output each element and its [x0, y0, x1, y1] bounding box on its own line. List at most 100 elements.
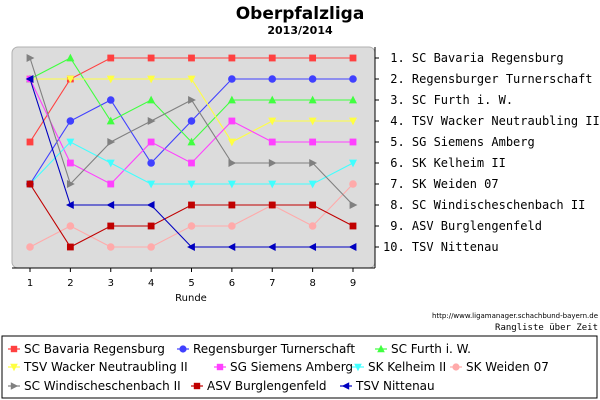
- data-point: [106, 116, 115, 125]
- x-tick-label: 2: [67, 278, 73, 289]
- data-point: [349, 54, 357, 62]
- data-point: [106, 75, 115, 84]
- data-point: [147, 159, 155, 167]
- data-point: [26, 180, 34, 188]
- legend-entry: TSV Wacker Neutraubling II: [8, 360, 188, 374]
- data-point: [147, 117, 156, 125]
- data-point: [66, 243, 74, 251]
- data-point: [187, 180, 196, 189]
- rank-label: 10. TSV Nittenau: [383, 240, 499, 254]
- x-tick-label: 1: [27, 278, 33, 289]
- data-point: [349, 159, 357, 168]
- legend-marker: [354, 363, 362, 372]
- series-1: [26, 54, 357, 146]
- data-point: [268, 201, 276, 209]
- data-point: [268, 54, 276, 62]
- legend-entry: TSV Nittenau: [340, 379, 435, 393]
- legend-marker: [216, 363, 224, 371]
- x-tick-label: 3: [108, 278, 114, 289]
- legend-entry: ASV Burglengenfeld: [191, 379, 327, 393]
- data-point: [106, 201, 115, 209]
- data-point: [147, 75, 156, 84]
- data-point: [188, 54, 195, 62]
- data-point: [268, 159, 277, 167]
- data-point: [107, 54, 115, 62]
- legend-label: SC Bavaria Regensburg: [24, 342, 165, 356]
- data-point: [349, 75, 357, 83]
- data-point: [309, 54, 317, 62]
- y-ticks: 1. SC Bavaria Regensburg 2. Regensburger…: [375, 51, 600, 254]
- data-point: [268, 117, 277, 126]
- data-point: [309, 159, 318, 167]
- data-point: [228, 117, 236, 125]
- data-point: [188, 159, 195, 167]
- legend-marker: [10, 345, 18, 353]
- x-tick-label: 8: [309, 278, 315, 289]
- source-url: http://www.ligamanager.schachbund-bayern…: [432, 312, 598, 320]
- data-point: [107, 222, 115, 230]
- rank-label: 3. SC Furth i. W.: [383, 93, 513, 107]
- data-point: [267, 243, 276, 251]
- data-point: [308, 117, 317, 126]
- data-point: [268, 75, 277, 83]
- x-ticks: 1 2 3 4 5 6 7 8 9: [27, 268, 356, 289]
- data-point: [228, 201, 236, 209]
- legend-entry: SC Windischeschenbach II: [8, 379, 181, 393]
- legend-label: SK Kelheim II: [368, 360, 446, 374]
- data-point: [106, 159, 115, 168]
- data-point: [65, 201, 74, 209]
- legend-label: SC Windischeschenbach II: [24, 379, 181, 393]
- data-point: [349, 138, 357, 146]
- rank-label: 8. SC Windischeschenbach II: [383, 198, 585, 212]
- legend-label: SK Weiden 07: [466, 360, 549, 374]
- legend-label: TSV Wacker Neutraubling II: [23, 360, 188, 374]
- data-point: [187, 117, 196, 125]
- legend-entry: SK Weiden 07: [450, 360, 549, 374]
- series-9: [26, 180, 357, 251]
- x-axis-label: Runde: [175, 293, 207, 304]
- data-point: [147, 222, 155, 230]
- rank-label: 6. SK Kelheim II: [383, 156, 506, 170]
- x-tick-label: 5: [188, 278, 194, 289]
- data-point: [187, 243, 195, 251]
- data-point: [146, 201, 155, 209]
- data-point: [227, 243, 236, 251]
- rank-label: 5. SG Siemens Amberg: [383, 135, 535, 149]
- data-point: [188, 96, 196, 104]
- data-point: [66, 75, 75, 84]
- legend-box: [1, 335, 598, 399]
- data-point: [147, 243, 155, 251]
- legend-marker: [193, 382, 201, 390]
- data-point: [348, 243, 357, 251]
- rank-label: 9. ASV Burglengenfeld: [383, 219, 542, 233]
- data-point: [187, 222, 196, 230]
- data-point: [308, 222, 317, 230]
- rank-label: 7. SK Weiden 07: [383, 177, 499, 191]
- data-point: [188, 201, 195, 209]
- legend-label: SG Siemens Amberg: [230, 360, 353, 374]
- data-point: [106, 243, 115, 251]
- data-point: [268, 138, 276, 146]
- data-point: [25, 75, 34, 83]
- data-point: [228, 75, 236, 83]
- series-layer: [25, 53, 358, 251]
- data-point: [309, 201, 317, 209]
- data-point: [107, 180, 115, 188]
- rank-label: 2. Regensburger Turnerschaft: [383, 72, 593, 86]
- data-point: [106, 96, 115, 104]
- legend-entry: SC Bavaria Regensburg: [8, 342, 165, 356]
- legend-label: ASV Burglengenfeld: [207, 379, 327, 393]
- data-point: [147, 95, 156, 104]
- data-point: [187, 137, 196, 146]
- rank-label: 1. SC Bavaria Regensburg: [383, 51, 564, 65]
- data-point: [268, 95, 277, 104]
- chart-title: Oberpfalzliga: [236, 4, 365, 24]
- data-point: [308, 243, 317, 251]
- data-point: [26, 243, 34, 251]
- series-2: [26, 75, 357, 188]
- legend-entry: SG Siemens Amberg: [214, 360, 353, 374]
- data-point: [349, 117, 357, 126]
- data-point: [66, 138, 75, 147]
- data-point: [66, 180, 75, 188]
- data-point: [228, 54, 236, 62]
